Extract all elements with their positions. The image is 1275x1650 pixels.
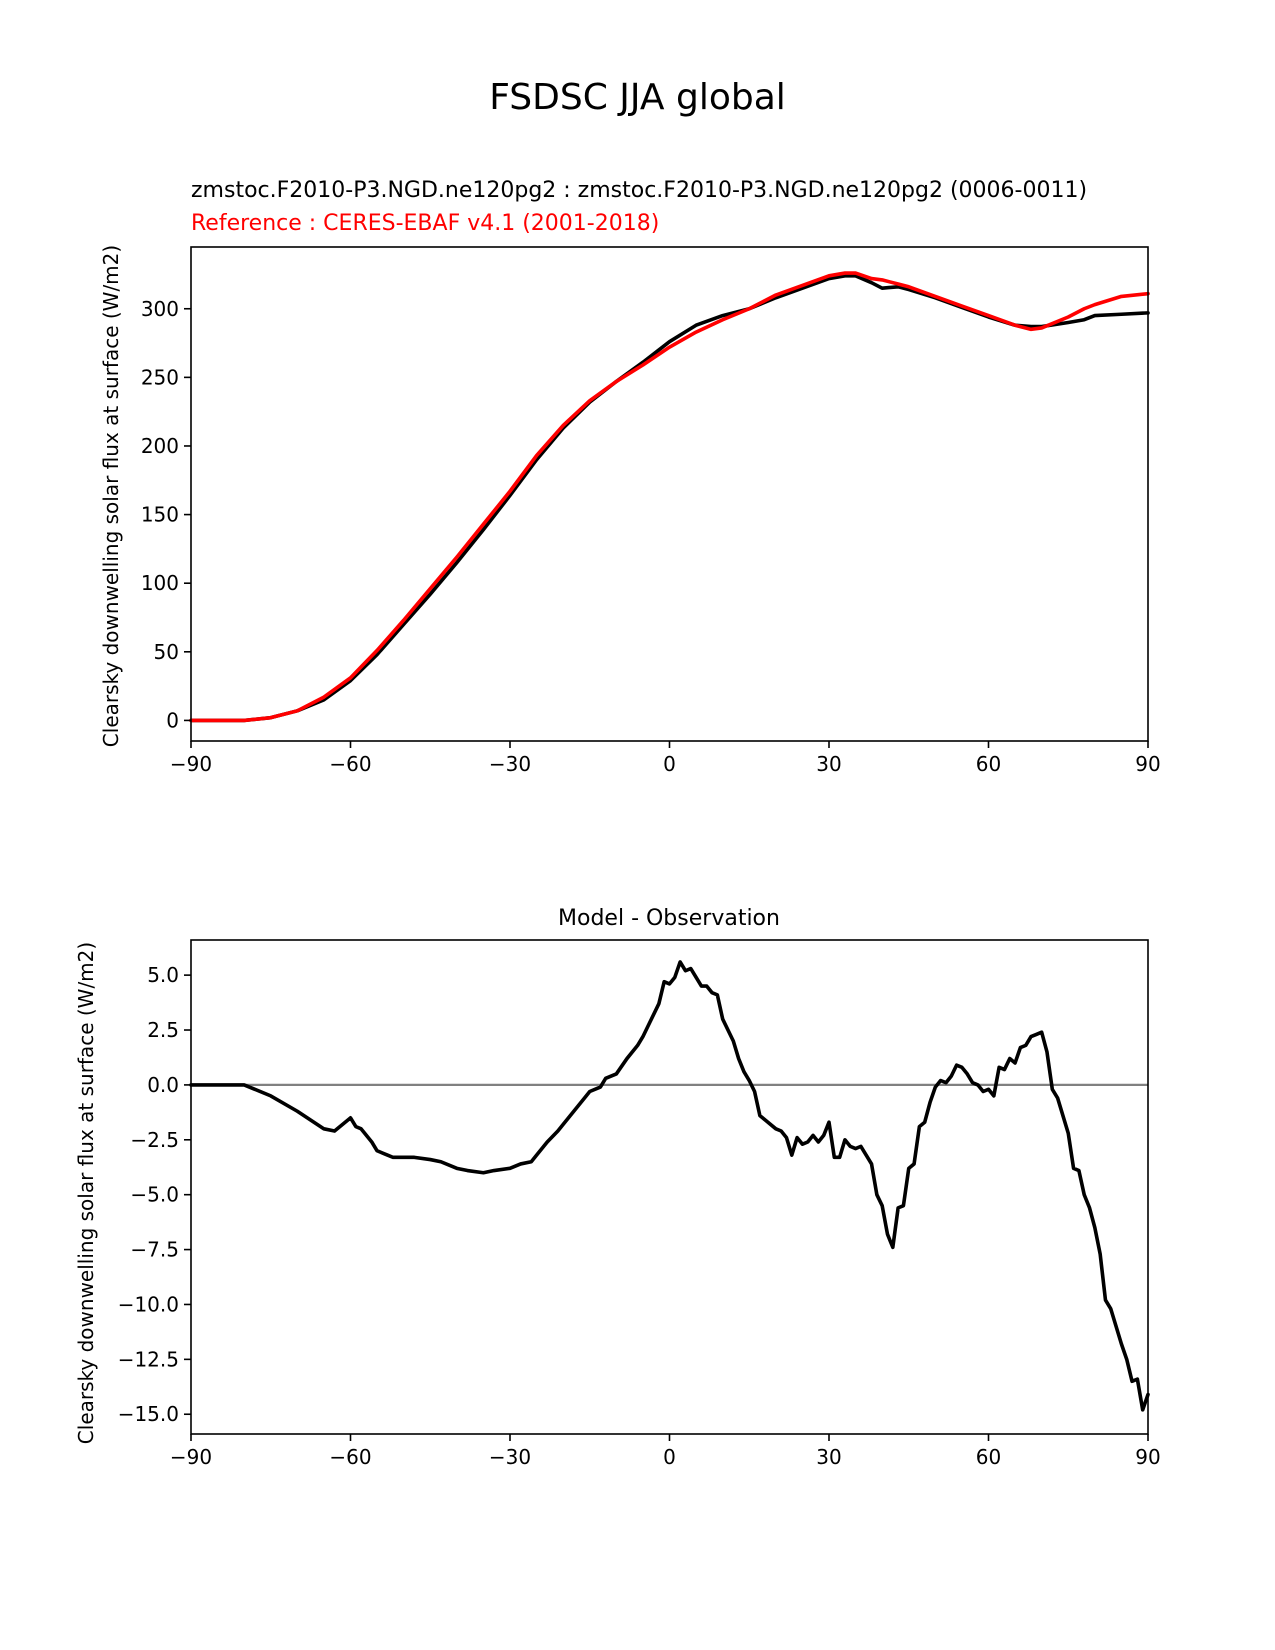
bottom-panel-y-tick-label: −2.5	[130, 1128, 179, 1152]
top-panel-y-tick-label: 0	[166, 708, 179, 732]
bottom-panel: Model - Observation Clearsky downwelling…	[74, 906, 1161, 1469]
top-panel-x-tick-label: −90	[170, 752, 212, 776]
bottom-panel-y-tick-label: 0.0	[147, 1073, 179, 1097]
top-panel-reference-subtitle: Reference : CERES-EBAF v4.1 (2001-2018)	[191, 211, 659, 236]
bottom-panel-y-tick-label: −5.0	[130, 1183, 179, 1207]
bottom-panel-x-tick-label: 30	[816, 1445, 841, 1469]
top-panel-x-tick-label: 30	[816, 752, 841, 776]
top-panel-test-subtitle: zmstoc.F2010-P3.NGD.ne120pg2 : zmstoc.F2…	[191, 178, 1087, 203]
top-panel: zmstoc.F2010-P3.NGD.ne120pg2 : zmstoc.F2…	[99, 178, 1161, 776]
bottom-panel-y-tick-label: −12.5	[118, 1347, 179, 1371]
top-panel-y-tick-label: 150	[141, 503, 179, 527]
bottom-panel-y-tick-label: −15.0	[118, 1402, 179, 1426]
bottom-panel-x-tick-label: −30	[489, 1445, 531, 1469]
top-panel-series-reference-line	[189, 271, 1150, 723]
bottom-panel-x-tick-label: −90	[170, 1445, 212, 1469]
bottom-panel-title: Model - Observation	[558, 906, 780, 931]
top-panel-x-tick-label: 60	[976, 752, 1001, 776]
top-panel-y-tick-label: 50	[154, 640, 179, 664]
top-panel-y-tick-label: 100	[141, 571, 179, 595]
top-panel-y-tick-label: 300	[141, 297, 179, 321]
bottom-panel-y-tick-label: −7.5	[130, 1238, 179, 1262]
bottom-panel-ylabel: Clearsky downwelling solar flux at surfa…	[74, 942, 98, 1444]
bottom-panel-x-tick-label: 0	[663, 1445, 676, 1469]
top-panel-x-tick-label: −30	[489, 752, 531, 776]
top-panel-x-tick-label: 90	[1135, 752, 1160, 776]
bottom-panel-x-tick-label: −60	[329, 1445, 371, 1469]
bottom-panel-y-tick-label: −10.0	[118, 1292, 179, 1316]
top-panel-plot-area: −90 −60 −30 0 30 60 90 0 50 100 150 200 250 300	[141, 246, 1161, 776]
bottom-panel-y-tick-label: 2.5	[147, 1018, 179, 1042]
top-panel-ylabel: Clearsky downwelling solar flux at surfa…	[99, 245, 123, 747]
bottom-panel-y-tick-label: 5.0	[147, 963, 179, 987]
bottom-panel-x-tick-label: 60	[976, 1445, 1001, 1469]
top-panel-y-tick-label: 200	[141, 434, 179, 458]
top-panel-x-tick-label: −60	[329, 752, 371, 776]
top-panel-x-tick-label: 0	[663, 752, 676, 776]
figure-title: FSDSC JJA global	[489, 77, 786, 118]
bottom-panel-x-tick-label: 90	[1135, 1445, 1160, 1469]
bottom-panel-series-difference-line	[189, 960, 1150, 1412]
bottom-panel-plot-area: −90 −60 −30 0 30 60 90 5.0 2.5 0.0 −2.5 −5.0 −7.5 −10…	[118, 939, 1161, 1469]
top-panel-y-tick-label: 250	[141, 365, 179, 389]
